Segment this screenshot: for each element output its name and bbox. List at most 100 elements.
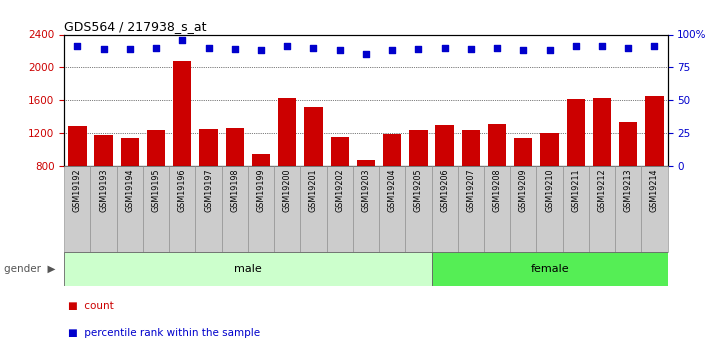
Bar: [567, 99, 585, 166]
Bar: [91, 166, 116, 252]
Bar: [301, 166, 326, 252]
Bar: [173, 61, 191, 166]
Text: GSM19210: GSM19210: [545, 168, 554, 212]
Point: [386, 48, 398, 53]
Text: GSM19197: GSM19197: [204, 168, 213, 212]
Text: GSM19207: GSM19207: [466, 168, 476, 212]
Bar: [221, 166, 248, 252]
Bar: [278, 98, 296, 166]
Text: ■  count: ■ count: [68, 300, 114, 310]
Bar: [379, 166, 406, 252]
Point: [413, 46, 424, 52]
Bar: [458, 166, 484, 252]
Bar: [615, 166, 641, 252]
Point: [623, 45, 634, 50]
Point: [308, 45, 319, 50]
Point: [518, 48, 529, 53]
Point: [124, 46, 136, 52]
Bar: [304, 107, 323, 166]
Bar: [252, 154, 270, 166]
Bar: [645, 96, 663, 166]
Text: male: male: [234, 264, 262, 274]
Point: [544, 48, 555, 53]
Text: female: female: [531, 264, 569, 274]
Bar: [353, 166, 379, 252]
Bar: [274, 166, 301, 252]
Bar: [536, 166, 563, 252]
Text: gender  ▶: gender ▶: [4, 264, 55, 274]
Bar: [121, 138, 139, 166]
Text: GSM19202: GSM19202: [335, 168, 344, 212]
Text: GSM19209: GSM19209: [519, 168, 528, 212]
Bar: [226, 128, 244, 166]
Bar: [116, 166, 143, 252]
Bar: [94, 135, 113, 166]
Point: [361, 51, 372, 57]
Bar: [326, 166, 353, 252]
Bar: [64, 166, 91, 252]
Text: GSM19199: GSM19199: [256, 168, 266, 212]
Bar: [540, 133, 559, 166]
Text: ■  percentile rank within the sample: ■ percentile rank within the sample: [68, 328, 260, 338]
Point: [439, 45, 451, 50]
Text: GSM19213: GSM19213: [624, 168, 633, 212]
Bar: [64, 252, 431, 286]
Bar: [431, 252, 668, 286]
Bar: [436, 125, 454, 166]
Point: [98, 46, 109, 52]
Bar: [406, 166, 431, 252]
Text: GSM19194: GSM19194: [126, 168, 134, 212]
Bar: [431, 166, 458, 252]
Bar: [641, 166, 668, 252]
Text: GDS564 / 217938_s_at: GDS564 / 217938_s_at: [64, 20, 207, 33]
Text: GSM19205: GSM19205: [414, 168, 423, 212]
Text: GSM19201: GSM19201: [309, 168, 318, 212]
Bar: [357, 160, 375, 166]
Bar: [196, 166, 221, 252]
Text: GSM19206: GSM19206: [440, 168, 449, 212]
Text: GSM19208: GSM19208: [493, 168, 501, 212]
Bar: [563, 166, 589, 252]
Point: [465, 46, 476, 52]
Text: GSM19204: GSM19204: [388, 168, 397, 212]
Text: GSM19212: GSM19212: [598, 168, 606, 212]
Text: GSM19200: GSM19200: [283, 168, 292, 212]
Bar: [331, 137, 349, 166]
Text: GSM19193: GSM19193: [99, 168, 108, 212]
Bar: [143, 166, 169, 252]
Bar: [248, 166, 274, 252]
Point: [281, 43, 293, 49]
Point: [229, 46, 241, 52]
Bar: [69, 126, 86, 166]
Bar: [147, 130, 165, 166]
Text: GSM19214: GSM19214: [650, 168, 659, 212]
Bar: [514, 138, 533, 166]
Point: [649, 43, 660, 49]
Text: GSM19196: GSM19196: [178, 168, 187, 212]
Bar: [511, 166, 536, 252]
Text: GSM19192: GSM19192: [73, 168, 82, 212]
Point: [570, 43, 581, 49]
Bar: [619, 122, 638, 166]
Bar: [484, 166, 511, 252]
Bar: [169, 166, 196, 252]
Text: GSM19211: GSM19211: [571, 168, 580, 212]
Point: [491, 45, 503, 50]
Text: GSM19198: GSM19198: [231, 168, 239, 212]
Point: [256, 48, 267, 53]
Text: GSM19195: GSM19195: [151, 168, 161, 212]
Point: [151, 45, 162, 50]
Point: [334, 48, 346, 53]
Bar: [383, 135, 401, 166]
Bar: [593, 98, 611, 166]
Bar: [488, 124, 506, 166]
Text: GSM19203: GSM19203: [361, 168, 371, 212]
Bar: [589, 166, 615, 252]
Point: [176, 37, 188, 42]
Bar: [199, 129, 218, 166]
Bar: [409, 130, 428, 166]
Point: [596, 43, 608, 49]
Point: [203, 45, 214, 50]
Bar: [462, 130, 480, 166]
Point: [71, 43, 83, 49]
